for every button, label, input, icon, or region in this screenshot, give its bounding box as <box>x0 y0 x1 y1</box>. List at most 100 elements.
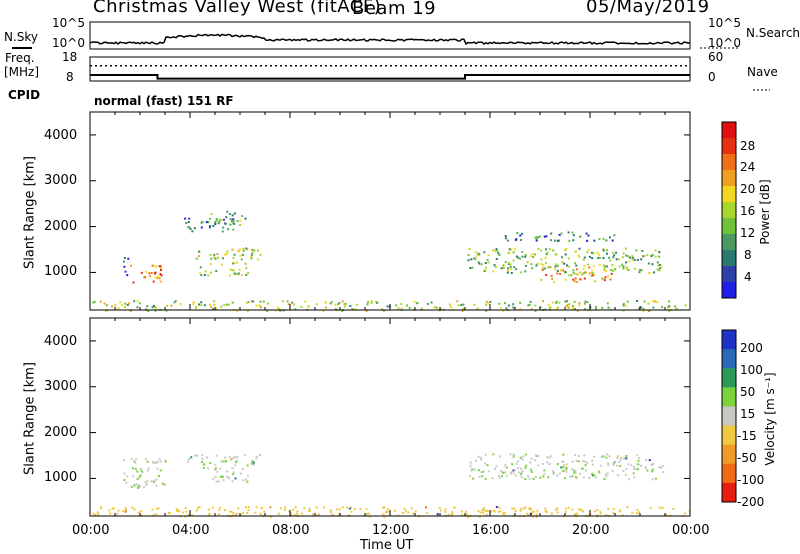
power-echo-cell <box>555 301 558 304</box>
power-echo-cell <box>158 265 161 268</box>
velocity-echo-cell <box>637 463 640 466</box>
power-echo-cell <box>92 301 95 304</box>
velocity-echo-cell <box>142 486 145 489</box>
power-echo-cell <box>605 270 608 273</box>
power-colorbar-swatch <box>722 266 736 283</box>
power-echo-cell <box>213 253 216 256</box>
power-echo-cell <box>654 249 657 252</box>
power-echo-cell <box>471 266 474 269</box>
power-echo-cell <box>203 273 206 276</box>
power-echo-cell <box>552 301 555 304</box>
velocity-echo-cell <box>499 510 502 513</box>
power-echo-cell <box>149 275 152 278</box>
power-echo-cell <box>293 303 296 306</box>
power-echo-cell <box>613 254 616 257</box>
power-echo-cell <box>204 270 207 273</box>
velocity-echo-cell <box>617 455 620 458</box>
power-echo-cell <box>667 306 670 309</box>
power-echo-cell <box>598 263 601 266</box>
velocity-echo-cell <box>522 455 525 458</box>
power-echo-cell <box>583 256 586 259</box>
velocity-echo-cell <box>175 508 178 511</box>
power-colorbar-swatch <box>722 138 736 155</box>
velocity-echo-cell <box>530 471 533 474</box>
power-echo-cell <box>480 263 483 266</box>
velocity-echo-cell <box>524 506 527 509</box>
power-echo-cell <box>487 261 490 264</box>
power-echo-cell <box>215 307 218 310</box>
vel-cb-tick: 50 <box>740 385 756 399</box>
velocity-echo-cell <box>638 457 641 460</box>
freq-tick-bottom: 8 <box>66 70 74 84</box>
velocity-echo-cell <box>584 464 587 467</box>
velocity-echo-cell <box>537 464 540 467</box>
velocity-echo-cell <box>203 463 206 466</box>
power-echo-cell <box>582 267 585 270</box>
velocity-echo-cell <box>216 470 219 473</box>
power-colorbar-swatch <box>722 170 736 187</box>
velocity-echo-cell <box>231 467 234 470</box>
velocity-echo-cell <box>546 461 549 464</box>
power-echo-cell <box>200 301 203 304</box>
power-cb-tick: 16 <box>740 204 756 218</box>
power-echo-cell <box>477 252 480 255</box>
velocity-echo-cell <box>522 507 525 510</box>
power-echo-cell <box>553 281 556 284</box>
power-echo-cell <box>546 251 549 254</box>
velocity-echo-cell <box>477 510 480 513</box>
velocity-echo-cell <box>594 510 597 513</box>
velocity-echo-cell <box>500 469 503 472</box>
velocity-echo-cell <box>660 466 663 469</box>
power-echo-cell <box>603 279 606 282</box>
power-echo-cell <box>105 304 108 307</box>
velocity-echo-cell <box>263 510 266 513</box>
velocity-echo-cell <box>232 512 235 515</box>
power-echo-cell <box>226 250 229 253</box>
velocity-echo-cell <box>209 461 212 464</box>
velocity-echo-cell <box>575 477 578 480</box>
power-echo-cell <box>512 251 515 254</box>
velocity-echo-cell <box>577 460 580 463</box>
power-echo-cell <box>519 308 522 311</box>
power-echo-cell <box>282 300 285 303</box>
power-echo-cell <box>558 233 561 236</box>
power-cb-tick: 24 <box>740 160 756 174</box>
power-echo-cell <box>370 299 373 302</box>
velocity-echo-cell <box>439 509 442 512</box>
power-echo-cell <box>613 234 616 237</box>
velocity-echo-cell <box>513 507 516 510</box>
velocity-echo-cell <box>232 471 235 474</box>
velocity-echo-cell <box>215 454 218 457</box>
power-echo-cell <box>208 303 211 306</box>
power-echo-cell <box>629 256 632 259</box>
power-echo-cell <box>535 264 538 267</box>
velocity-echo-cell <box>140 510 143 513</box>
power-echo-cell <box>126 303 129 306</box>
velocity-echo-cell <box>503 512 506 515</box>
power-echo-cell <box>668 305 671 308</box>
power-echo-cell <box>213 303 216 306</box>
velocity-echo-cell <box>558 472 561 475</box>
velocity-echo-cell <box>560 466 563 469</box>
power-echo-cell <box>578 304 581 307</box>
velocity-echo-cell <box>230 458 233 461</box>
power-echo-cell <box>474 258 477 261</box>
vel-cb-tick: 100 <box>740 363 763 377</box>
velocity-echo-cell <box>190 456 193 459</box>
velocity-echo-cell <box>636 463 639 466</box>
power-echo-cell <box>557 306 560 309</box>
power-echo-cell <box>229 218 232 221</box>
power-echo-cell <box>420 307 423 310</box>
velocity-echo-cell <box>479 456 482 459</box>
power-echo-cell <box>643 255 646 258</box>
velocity-echo-cell <box>565 468 568 471</box>
power-echo-cell <box>294 308 297 311</box>
power-echo-cell <box>231 248 234 251</box>
velocity-echo-cell <box>255 457 258 460</box>
velocity-echo-cell <box>146 460 149 463</box>
power-echo-cell <box>103 302 106 305</box>
velocity-echo-cell <box>471 468 474 471</box>
velocity-echo-cell <box>596 514 599 517</box>
velocity-echo-cell <box>509 472 512 475</box>
